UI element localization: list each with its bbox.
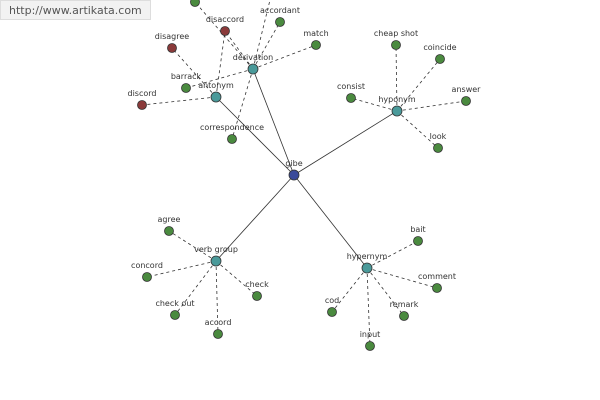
edge xyxy=(293,110,398,176)
node-label: comment xyxy=(418,272,456,281)
node-label: hypernym xyxy=(347,252,388,261)
node-label: answer xyxy=(452,85,482,94)
node xyxy=(170,310,180,320)
node xyxy=(288,169,300,181)
node-label: accordant xyxy=(260,6,300,15)
node xyxy=(164,226,174,236)
edge xyxy=(366,267,405,317)
node xyxy=(220,26,230,36)
node-label: accord xyxy=(205,318,232,327)
edge xyxy=(396,110,439,149)
node xyxy=(391,105,403,117)
node xyxy=(311,40,321,50)
edge xyxy=(252,68,295,176)
node xyxy=(413,236,423,246)
node xyxy=(210,255,222,267)
node-label: look xyxy=(430,132,447,141)
node-label: check out xyxy=(155,299,194,308)
node xyxy=(435,54,445,64)
edge xyxy=(174,260,217,316)
edge xyxy=(366,267,438,289)
nodes: gibe derivation antonym hyponym verb group hy… xyxy=(128,0,482,351)
node xyxy=(432,283,442,293)
node-label: input xyxy=(360,330,381,339)
edges xyxy=(141,0,467,347)
node-label: bait xyxy=(410,225,425,234)
node-label: derivation xyxy=(233,53,273,62)
node xyxy=(252,291,262,301)
node-label: disaccord xyxy=(206,15,244,24)
edge xyxy=(215,260,219,335)
edge xyxy=(350,97,398,112)
node-label: gibe xyxy=(285,159,302,168)
node xyxy=(433,143,443,153)
node xyxy=(365,341,375,351)
edge xyxy=(331,267,368,313)
node xyxy=(167,43,177,53)
node xyxy=(346,93,356,103)
node-label: remark xyxy=(390,300,419,309)
edge xyxy=(252,44,317,70)
node-label: correspondence xyxy=(200,123,264,132)
node-label: barrack xyxy=(171,72,202,81)
node-label: concord xyxy=(131,261,163,270)
node xyxy=(227,134,237,144)
edge xyxy=(293,174,368,269)
edge xyxy=(366,267,371,347)
edge xyxy=(215,174,295,262)
node xyxy=(361,262,373,274)
edge xyxy=(224,30,254,70)
node xyxy=(142,272,152,282)
node-label: match xyxy=(303,29,328,38)
node xyxy=(399,311,409,321)
node-label: agree xyxy=(158,215,181,224)
node-label: cod xyxy=(325,296,339,305)
node xyxy=(190,0,200,7)
edge xyxy=(141,96,217,106)
node-label: verb group xyxy=(194,245,238,254)
node xyxy=(210,91,222,103)
node xyxy=(181,83,191,93)
site-link[interactable]: http://www.artikata.com xyxy=(0,0,151,20)
edge xyxy=(215,260,258,297)
edge xyxy=(215,30,226,98)
node xyxy=(137,100,147,110)
edge xyxy=(231,68,254,140)
edge xyxy=(366,240,419,269)
edge xyxy=(395,44,398,112)
node-label: check xyxy=(245,280,269,289)
edge xyxy=(171,47,217,98)
node-label: disagree xyxy=(155,32,189,41)
node-label: coincide xyxy=(423,43,456,52)
node-label: discord xyxy=(128,89,157,98)
node-label: cheap shot xyxy=(374,29,418,38)
node-label: hyponym xyxy=(378,95,416,104)
edge xyxy=(215,96,295,176)
node xyxy=(275,17,285,27)
node xyxy=(391,40,401,50)
node-label: antonym xyxy=(198,81,234,90)
node xyxy=(247,63,259,75)
edge xyxy=(396,58,441,112)
node xyxy=(461,96,471,106)
node xyxy=(213,329,223,339)
node-label: consist xyxy=(337,82,365,91)
node xyxy=(327,307,337,317)
